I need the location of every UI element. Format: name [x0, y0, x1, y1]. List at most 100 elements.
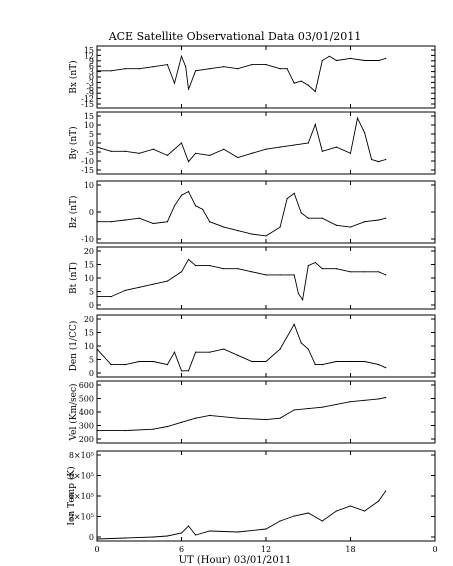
data-point — [363, 271, 366, 273]
data-point — [166, 280, 169, 282]
y-tick-label: 20 — [84, 315, 94, 324]
data-point — [385, 57, 387, 60]
y-tick-label: 0 — [89, 139, 94, 148]
series-line — [97, 54, 386, 93]
data-point — [166, 64, 169, 66]
data-point — [209, 351, 211, 353]
data-point — [349, 271, 352, 273]
data-point — [385, 217, 387, 219]
y-tick-label: -15 — [81, 166, 94, 175]
data-point — [138, 286, 140, 288]
data-point — [307, 84, 309, 86]
y-tick-label: 20 — [84, 247, 94, 256]
data-point — [314, 123, 316, 125]
data-point — [251, 152, 253, 154]
data-point — [152, 428, 154, 430]
data-point — [187, 370, 190, 372]
data-point — [223, 66, 225, 68]
y-axis-label: Bt (nT) — [68, 262, 79, 294]
data-point — [314, 90, 316, 93]
data-point — [335, 146, 338, 148]
panel-5: 20 15 10 5 0 Den (1/CC) — [68, 314, 436, 378]
data-point — [237, 230, 239, 232]
data-point — [187, 258, 190, 260]
data-point — [265, 528, 267, 530]
data-point — [321, 364, 323, 366]
data-point — [223, 348, 225, 350]
panel-frame — [96, 314, 436, 378]
y-tick-label: -10 — [81, 235, 94, 244]
data-point — [349, 360, 352, 363]
data-point — [110, 70, 112, 72]
data-point — [279, 226, 281, 228]
data-point — [152, 360, 154, 363]
x-tick-label: 12 — [261, 545, 271, 554]
data-point — [173, 205, 176, 207]
data-point — [124, 430, 126, 432]
data-point — [321, 520, 323, 522]
x-tick-label: 0 — [432, 545, 437, 554]
data-point — [363, 399, 366, 401]
data-point — [297, 292, 299, 295]
data-point — [124, 68, 126, 70]
data-point — [152, 66, 154, 68]
panel-7: 8×10⁵ 6×10⁵ 4×10⁵ 2×10⁵ 0 Ion Temp (K) 0 6 12 18 0 — [66, 450, 438, 554]
data-point — [223, 268, 225, 270]
x-tick-label: 0 — [94, 545, 99, 554]
data-point — [194, 417, 197, 419]
y-tick-label: 10 — [84, 181, 94, 190]
data-point — [293, 274, 295, 276]
panel-frame — [96, 450, 436, 542]
data-point — [279, 68, 281, 70]
data-point — [307, 348, 309, 350]
panel-frame — [96, 380, 436, 444]
data-point — [194, 265, 197, 267]
data-point — [293, 82, 295, 84]
data-point — [237, 417, 239, 419]
data-point — [307, 217, 309, 219]
y-tick-label: 6×10⁵ — [69, 472, 94, 481]
series-line — [96, 116, 386, 163]
y-tick-label: -5 — [86, 148, 94, 157]
y-tick-label: 5 — [89, 130, 94, 139]
data-point — [385, 367, 387, 369]
data-point — [209, 265, 211, 267]
data-point — [349, 226, 352, 228]
data-point — [202, 208, 204, 210]
data-point — [187, 525, 190, 527]
y-axis-label: Bx (nT) — [68, 60, 79, 93]
y-tick-label: 8×10⁵ — [69, 451, 94, 460]
y-tick-label: 0 — [89, 301, 94, 310]
data-point — [349, 505, 352, 507]
y-tick-label: 0 — [89, 533, 94, 542]
x-tick-label: 6 — [179, 545, 184, 554]
data-point — [185, 66, 187, 68]
data-point — [209, 68, 211, 70]
data-point — [180, 55, 183, 57]
panel-frame — [96, 246, 436, 310]
data-point — [385, 396, 387, 399]
data-point — [335, 224, 338, 226]
data-point — [349, 152, 352, 154]
data-point — [321, 150, 323, 152]
y-axis-label: Ion Temp (K) — [66, 466, 77, 525]
data-point — [152, 222, 154, 225]
series-line — [97, 397, 386, 432]
data-point — [152, 283, 154, 285]
data-point — [307, 142, 309, 144]
panel-frame — [96, 45, 436, 109]
y-tick-label: 10 — [84, 121, 94, 130]
y-tick-label: 4×10⁵ — [69, 492, 94, 501]
y-tick-label: 400 — [79, 408, 94, 417]
y-tick-label: 200 — [79, 435, 94, 444]
data-point — [124, 289, 126, 291]
data-point — [286, 198, 288, 200]
data-point — [180, 532, 183, 534]
data-point — [307, 407, 309, 410]
data-point — [110, 364, 112, 366]
data-point — [124, 364, 126, 366]
data-point — [124, 537, 126, 539]
y-tick-label: -9 — [86, 89, 94, 98]
data-point — [251, 64, 253, 66]
